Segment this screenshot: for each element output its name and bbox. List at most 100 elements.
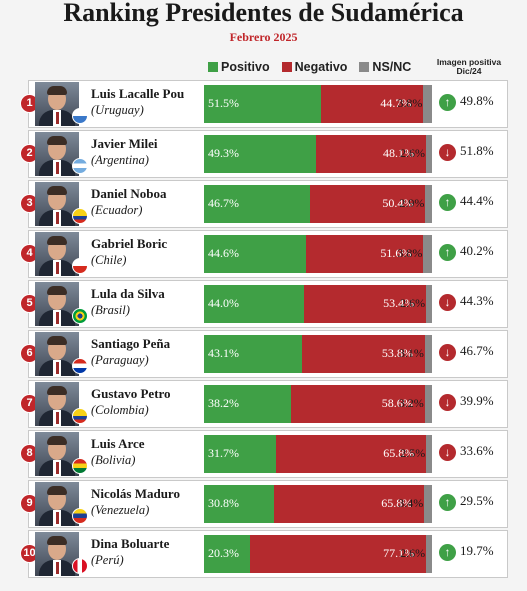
photo-tie	[55, 512, 59, 524]
imagen-positiva-value: 29.5%	[460, 493, 494, 508]
arrow-up-icon: ↑	[439, 244, 456, 261]
photo-tie	[55, 312, 59, 324]
president-row: 2 Javier Milei (Argentina) 49.3% 48.1% 2.6% ↓ 5…	[20, 130, 508, 178]
bar-segment-negativo: 58.6%	[291, 385, 425, 423]
president-photo	[35, 332, 79, 376]
data-label-positivo: 38.2%	[208, 396, 239, 410]
data-label-nsnc: 2.6%	[400, 146, 426, 160]
bar-segment-negativo: 53.8%	[302, 335, 425, 373]
photo-tie	[55, 112, 59, 124]
president-photo	[35, 232, 79, 276]
imagen-positiva-value: 44.4%	[460, 193, 494, 208]
country-flag-icon	[72, 408, 88, 424]
photo-hair	[47, 86, 67, 95]
rank-badge: 5	[20, 294, 39, 313]
data-label-nsnc: 3.1%	[398, 346, 424, 360]
bar-segment-positivo: 43.1%	[204, 335, 303, 373]
president-name: Javier Milei	[91, 136, 158, 151]
imagen-positiva-value: 49.8%	[460, 93, 494, 108]
bar-segment-positivo: 46.7%	[204, 185, 311, 223]
arrow-down-icon: ↓	[439, 144, 456, 161]
data-label-negativo: 58.6%	[381, 396, 413, 410]
chart-title: Ranking Presidentes de Sudamérica	[63, 0, 464, 27]
data-label-negativo: 53.4%	[383, 296, 415, 310]
approval-bar: 31.7% 65.8% 2.5%	[204, 435, 432, 473]
photo-tie	[55, 462, 59, 474]
president-name: Gabriel Boric	[91, 236, 168, 251]
photo-tie	[55, 262, 59, 274]
president-row: 9 Nicolás Maduro (Venezuela) 30.8% 65.8% 3.4%…	[20, 480, 508, 528]
country-flag-icon	[72, 158, 88, 174]
president-photo	[35, 282, 79, 326]
imagen-positiva-header: Imagen positiva Dic/24	[436, 57, 502, 76]
data-label-positivo: 44.6%	[208, 246, 239, 260]
bar-segment-nsnc: 2.5%	[400, 435, 432, 473]
data-label-positivo: 20.3%	[208, 546, 239, 560]
imagen-positiva-value: 40.2%	[460, 243, 494, 258]
president-photo	[35, 132, 79, 176]
bar-segment-negativo: 65.8%	[274, 485, 425, 523]
bar-segment-nsnc: 3.8%	[397, 235, 432, 273]
data-label-positivo: 51.5%	[208, 96, 239, 110]
photo-hair	[47, 286, 67, 295]
imagen-positiva-value: 39.9%	[460, 393, 494, 408]
president-name: Gustavo Petro	[91, 386, 171, 401]
president-country: (Brasil)	[91, 303, 130, 317]
imagen-positiva-value: 46.7%	[460, 343, 494, 358]
country-flag-icon	[72, 358, 88, 374]
president-row: 7 Gustavo Petro (Colombia) 38.2% 58.6% 3.2% ↓ 3…	[20, 380, 508, 428]
arrow-down-icon: ↓	[439, 394, 456, 411]
president-photo	[35, 432, 79, 476]
bar-segment-negativo: 48.1%	[316, 135, 427, 173]
legend: Positivo Negativo NS/NC	[208, 60, 411, 74]
data-label-nsnc: 2.6%	[400, 296, 426, 310]
data-label-positivo: 49.3%	[208, 146, 239, 160]
data-label-nsnc: 2.9%	[399, 196, 425, 210]
bar-segment-negativo: 44.7%	[321, 85, 424, 123]
president-photo	[35, 532, 79, 576]
president-photo	[35, 82, 79, 126]
president-name: Dina Boluarte	[91, 536, 170, 551]
president-country: (Chile)	[91, 253, 127, 267]
bar-segment-nsnc: 2.9%	[399, 185, 432, 223]
legend-label-negativo: Negativo	[294, 60, 348, 74]
data-label-positivo: 31.7%	[208, 446, 239, 460]
approval-bar: 30.8% 65.8% 3.4%	[204, 485, 432, 523]
president-photo	[35, 482, 79, 526]
country-flag-icon	[72, 458, 88, 474]
arrow-up-icon: ↑	[439, 544, 456, 561]
bar-segment-positivo: 30.8%	[204, 485, 275, 523]
data-label-nsnc: 2.6%	[400, 546, 426, 560]
bar-segment-nsnc: 3.8%	[397, 85, 432, 123]
arrow-down-icon: ↓	[439, 294, 456, 311]
photo-hair	[47, 186, 67, 195]
legend-item-nsnc: NS/NC	[359, 60, 411, 74]
president-country: (Argentina)	[91, 153, 149, 167]
data-label-nsnc: 3.8%	[397, 96, 423, 110]
photo-hair	[47, 236, 67, 245]
photo-tie	[55, 362, 59, 374]
approval-bar: 46.7% 50.4% 2.9%	[204, 185, 432, 223]
bar-segment-positivo: 49.3%	[204, 135, 317, 173]
photo-hair	[47, 136, 67, 145]
president-row: 5 Lula da Silva (Brasil) 44.0% 53.4% 2.6% ↓ 44.…	[20, 280, 508, 328]
bar-segment-nsnc: 3.1%	[399, 335, 432, 373]
president-country: (Bolivia)	[91, 453, 136, 467]
data-label-negativo: 65.8%	[383, 446, 415, 460]
data-label-positivo: 44.0%	[208, 296, 239, 310]
bar-segment-positivo: 51.5%	[204, 85, 322, 123]
president-photo	[35, 182, 79, 226]
country-flag-icon	[72, 258, 88, 274]
data-label-negativo: 50.4%	[382, 196, 414, 210]
bar-segment-negativo: 51.6%	[305, 235, 424, 273]
data-label-nsnc: 3.8%	[397, 246, 423, 260]
approval-bar: 51.5% 44.7% 3.8%	[204, 85, 432, 123]
country-flag-icon	[72, 308, 88, 324]
bar-segment-negativo: 65.8%	[276, 435, 427, 473]
president-row: 4 Gabriel Boric (Chile) 44.6% 51.6% 3.8% ↑ 40.2…	[20, 230, 508, 278]
bar-segment-positivo: 20.3%	[204, 535, 251, 573]
photo-hair	[47, 336, 67, 345]
legend-label-nsnc: NS/NC	[372, 60, 412, 74]
data-label-nsnc: 3.2%	[398, 396, 424, 410]
president-name: Luis Arce	[91, 436, 145, 451]
